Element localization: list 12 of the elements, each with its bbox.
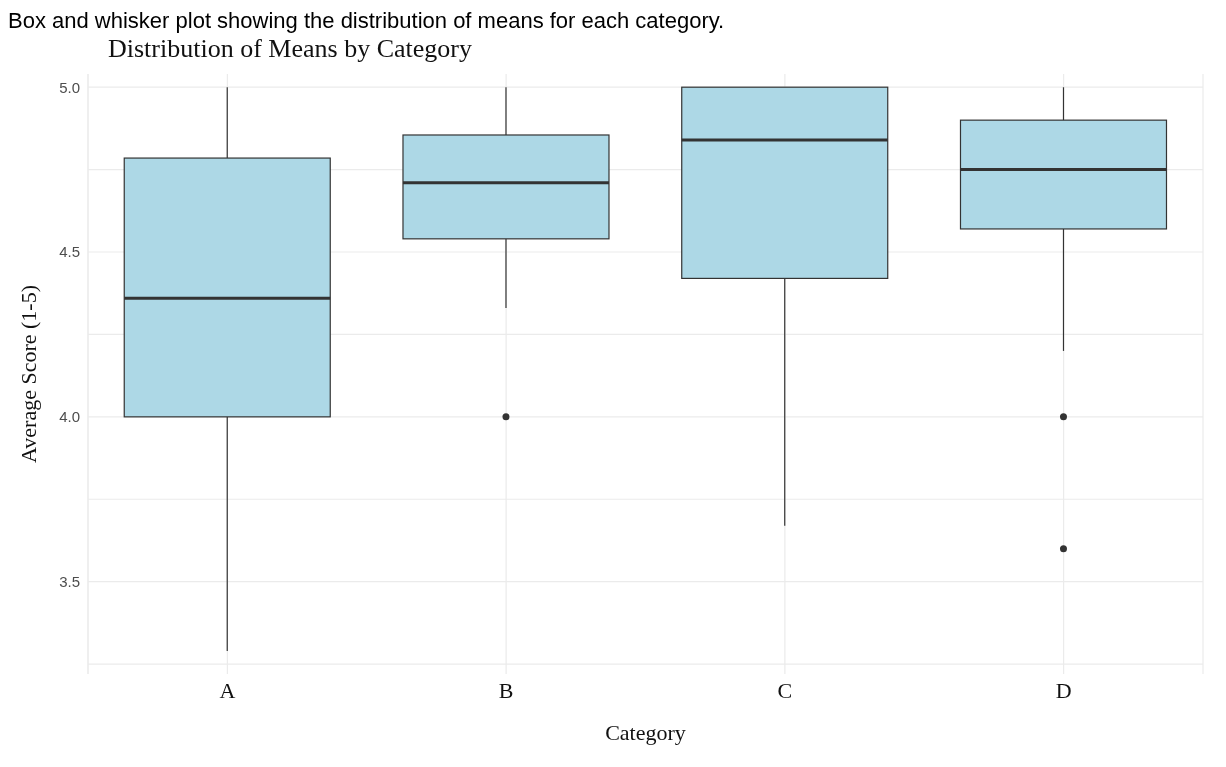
chart-title: Distribution of Means by Category: [108, 34, 473, 64]
x-tick-label: A: [219, 677, 236, 703]
x-tick-label: C: [777, 677, 793, 703]
y-tick-label: 5.0: [59, 78, 80, 96]
y-axis-title: Average Score (1-5): [15, 285, 41, 463]
y-tick-label: 4.5: [59, 243, 80, 261]
x-tick-label: B: [498, 677, 514, 703]
x-tick-label: D: [1055, 677, 1072, 703]
y-tick-label: 4.0: [59, 408, 80, 426]
y-tick-label: 3.5: [59, 573, 80, 591]
text: Box and whisker plot showing the distribution of means for each category.: [8, 8, 726, 34]
x-axis-title: Category: [605, 720, 686, 745]
